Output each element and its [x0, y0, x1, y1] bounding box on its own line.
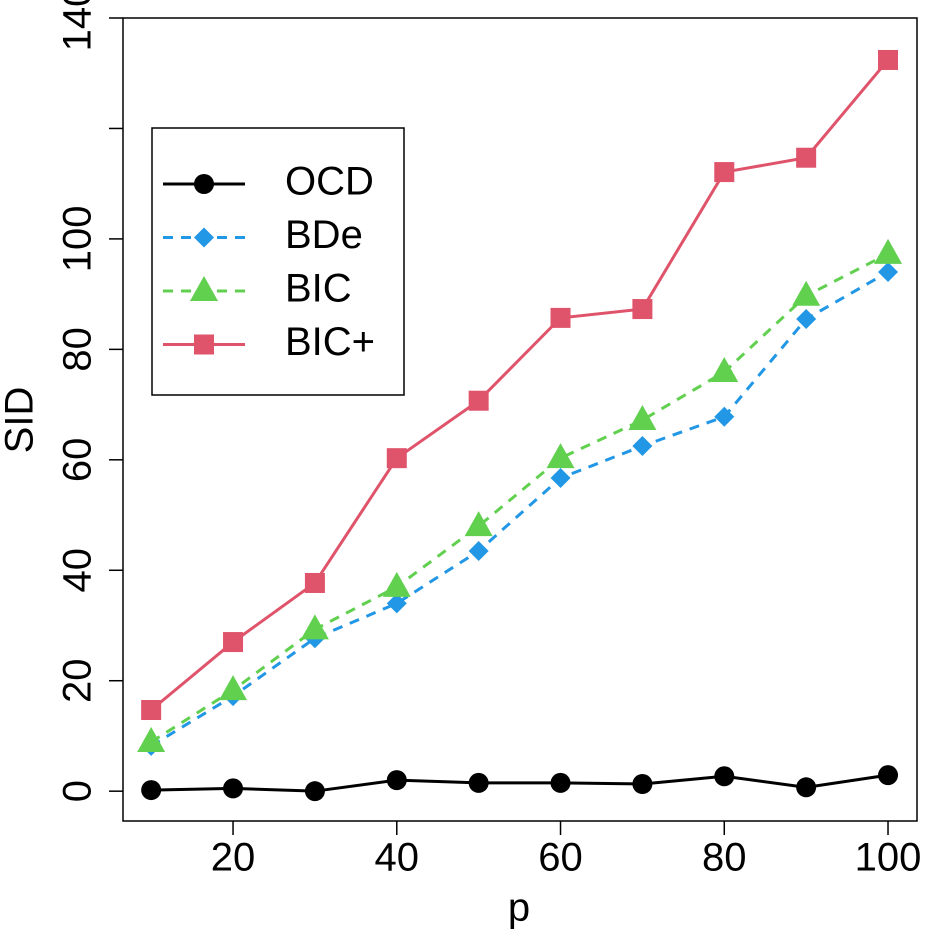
data-point	[874, 238, 903, 264]
y-tick-label: 0	[56, 780, 100, 802]
x-tick-label: 40	[375, 836, 420, 880]
series-line	[150, 59, 890, 712]
legend-marker	[194, 174, 214, 194]
data-point	[300, 614, 329, 640]
y-tick-label: 40	[56, 548, 100, 593]
data-point	[546, 443, 575, 469]
data-point	[550, 468, 571, 489]
series-line	[150, 270, 889, 748]
legend-marker	[190, 276, 218, 301]
data-point	[468, 390, 489, 411]
data-point	[878, 262, 899, 283]
x-tick-label: 80	[702, 836, 747, 880]
legend-marker	[194, 227, 214, 248]
x-axis-label: p	[508, 886, 530, 930]
plot-frame	[122, 17, 918, 822]
data-point	[141, 780, 162, 801]
data-point	[796, 308, 817, 329]
data-point	[550, 772, 571, 793]
data-point	[710, 357, 739, 383]
x-tick-label: 20	[211, 836, 256, 880]
series-line	[150, 252, 889, 744]
legend-label: OCD	[285, 160, 374, 204]
data-point	[796, 777, 817, 798]
y-tick-label: 20	[56, 658, 100, 703]
data-point	[632, 436, 653, 457]
data-point	[464, 511, 493, 537]
data-point	[223, 778, 244, 799]
y-tick-label: 140	[56, 0, 100, 51]
legend-label: BIC	[285, 267, 352, 311]
data-point	[223, 632, 244, 653]
legend-label: BIC+	[285, 320, 375, 364]
data-point	[550, 307, 571, 328]
data-point	[878, 765, 899, 786]
data-point	[714, 766, 735, 787]
y-axis-label: SID	[0, 387, 42, 454]
legend-marker	[194, 334, 214, 355]
legend-label: BDe	[285, 213, 363, 257]
series-line	[151, 773, 889, 793]
data-point	[137, 727, 166, 753]
data-point	[386, 770, 407, 791]
data-point	[796, 147, 817, 168]
data-point	[468, 540, 489, 561]
data-point	[792, 280, 821, 306]
data-point	[382, 571, 411, 597]
x-tick-label: 60	[538, 836, 583, 880]
data-point	[878, 49, 899, 70]
data-point	[632, 773, 653, 794]
data-point	[386, 593, 407, 614]
data-point	[219, 675, 248, 701]
data-point	[386, 448, 407, 469]
data-point	[714, 406, 735, 427]
y-tick-label: 80	[56, 327, 100, 372]
y-tick-label: 100	[56, 206, 100, 273]
data-point	[468, 772, 489, 793]
y-tick-label: 60	[56, 438, 100, 483]
data-point	[628, 405, 657, 431]
x-tick-label: 100	[855, 836, 922, 880]
data-point	[632, 299, 653, 320]
data-point	[141, 699, 162, 720]
data-point	[304, 781, 325, 802]
data-point	[304, 572, 325, 593]
data-point	[714, 162, 735, 183]
